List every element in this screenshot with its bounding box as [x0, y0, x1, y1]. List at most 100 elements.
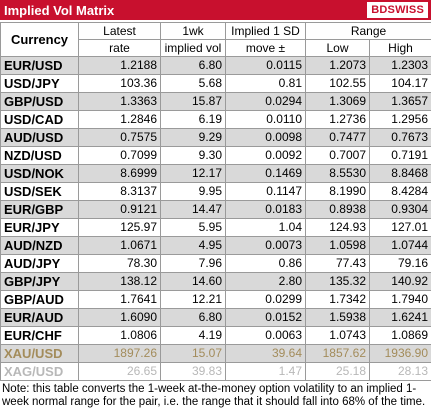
value-cell: 0.9121: [78, 200, 161, 219]
value-cell: 15.07: [160, 344, 226, 363]
table-row: EUR/USD 1.2188 6.80 0.0115 1.2073 1.2303: [0, 56, 431, 75]
value-cell: 124.93: [305, 218, 370, 237]
currency-cell: USD/JPY: [0, 74, 79, 93]
currency-cell: XAG/USD: [0, 362, 79, 381]
value-cell: 5.95: [160, 218, 226, 237]
value-cell: 26.65: [78, 362, 161, 381]
note: Note: this table converts the 1-week at-…: [2, 383, 426, 408]
currency-cell: AUD/NZD: [0, 236, 79, 255]
value-cell: 6.19: [160, 110, 226, 129]
value-cell: 1.5938: [305, 308, 370, 327]
title: Implied Vol Matrix: [4, 3, 115, 18]
table-row: GBP/USD 1.3363 15.87 0.0294 1.3069 1.3657: [0, 92, 431, 111]
value-cell: 0.0073: [225, 236, 306, 255]
value-cell: 0.81: [225, 74, 306, 93]
value-cell: 77.43: [305, 254, 370, 273]
value-cell: 0.7191: [369, 146, 431, 165]
header-cell: implied vol: [160, 39, 226, 57]
table-row: USD/JPY 103.36 5.68 0.81 102.55 104.17: [0, 74, 431, 93]
currency-cell: AUD/USD: [0, 128, 79, 147]
value-cell: 135.32: [305, 272, 370, 291]
value-cell: 1.2846: [78, 110, 161, 129]
table-row: GBP/AUD 1.7641 12.21 0.0299 1.7342 1.7940: [0, 290, 431, 309]
value-cell: 0.0063: [225, 326, 306, 345]
currency-cell: AUD/JPY: [0, 254, 79, 273]
value-cell: 103.36: [78, 74, 161, 93]
table-row: XAG/USD 26.65 39.83 1.47 25.18 28.13: [0, 362, 431, 381]
value-cell: 1.0744: [369, 236, 431, 255]
currency-cell: NZD/USD: [0, 146, 79, 165]
value-cell: 8.1990: [305, 182, 370, 201]
value-cell: 1.6090: [78, 308, 161, 327]
table-row: GBP/JPY 138.12 14.60 2.80 135.32 140.92: [0, 272, 431, 291]
value-cell: 0.0299: [225, 290, 306, 309]
header-cell: 1wk: [160, 22, 226, 40]
value-cell: 1897.26: [78, 344, 161, 363]
table-row: XAU/USD 1897.26 15.07 39.64 1857.62 1936.90: [0, 344, 431, 363]
value-cell: 0.0098: [225, 128, 306, 147]
value-cell: 1.7641: [78, 290, 161, 309]
value-cell: 1.47: [225, 362, 306, 381]
currency-cell: USD/SEK: [0, 182, 79, 201]
value-cell: 79.16: [369, 254, 431, 273]
currency-cell: EUR/GBP: [0, 200, 79, 219]
value-cell: 8.4284: [369, 182, 431, 201]
header-cell: move ±: [225, 39, 306, 57]
value-cell: 9.95: [160, 182, 226, 201]
logo: BDSWISS: [367, 2, 428, 18]
currency-cell: EUR/USD: [0, 56, 79, 75]
vol-table: Currency Latest 1wk Implied 1 SD Range r…: [0, 22, 431, 381]
table-row: EUR/JPY 125.97 5.95 1.04 124.93 127.01: [0, 218, 431, 237]
value-cell: 1.2956: [369, 110, 431, 129]
value-cell: 102.55: [305, 74, 370, 93]
value-cell: 2.80: [225, 272, 306, 291]
value-cell: 0.1147: [225, 182, 306, 201]
value-cell: 28.13: [369, 362, 431, 381]
currency-cell: USD/NOK: [0, 164, 79, 183]
value-cell: 4.19: [160, 326, 226, 345]
value-cell: 6.80: [160, 308, 226, 327]
value-cell: 9.30: [160, 146, 226, 165]
value-cell: 0.0115: [225, 56, 306, 75]
value-cell: 7.96: [160, 254, 226, 273]
table-body: EUR/USD 1.2188 6.80 0.0115 1.2073 1.2303 USD/J…: [0, 56, 431, 381]
table-row: USD/CAD 1.2846 6.19 0.0110 1.2736 1.2956: [0, 110, 431, 129]
value-cell: 0.86: [225, 254, 306, 273]
value-cell: 0.8938: [305, 200, 370, 219]
table-row: USD/NOK 8.6999 12.17 0.1469 8.5530 8.8468: [0, 164, 431, 183]
value-cell: 1.3657: [369, 92, 431, 111]
table-row: EUR/GBP 0.9121 14.47 0.0183 0.8938 0.9304: [0, 200, 431, 219]
value-cell: 12.17: [160, 164, 226, 183]
value-cell: 0.7099: [78, 146, 161, 165]
value-cell: 5.68: [160, 74, 226, 93]
value-cell: 78.30: [78, 254, 161, 273]
value-cell: 6.80: [160, 56, 226, 75]
table-row: USD/SEK 8.3137 9.95 0.1147 8.1990 8.4284: [0, 182, 431, 201]
value-cell: 1.0671: [78, 236, 161, 255]
value-cell: 4.95: [160, 236, 226, 255]
value-cell: 0.1469: [225, 164, 306, 183]
value-cell: 14.60: [160, 272, 226, 291]
value-cell: 15.87: [160, 92, 226, 111]
currency-cell: GBP/JPY: [0, 272, 79, 291]
value-cell: 0.0183: [225, 200, 306, 219]
header-cell: rate: [78, 39, 161, 57]
value-cell: 1936.90: [369, 344, 431, 363]
header-bar: Implied Vol Matrix BDSWISS: [0, 0, 431, 20]
value-cell: 1.2736: [305, 110, 370, 129]
header-cell: Currency: [0, 22, 79, 57]
value-cell: 1.04: [225, 218, 306, 237]
value-cell: 125.97: [78, 218, 161, 237]
value-cell: 104.17: [369, 74, 431, 93]
table-row: EUR/CHF 1.0806 4.19 0.0063 1.0743 1.0869: [0, 326, 431, 345]
value-cell: 39.83: [160, 362, 226, 381]
value-cell: 127.01: [369, 218, 431, 237]
value-cell: 1.0806: [78, 326, 161, 345]
value-cell: 1.7940: [369, 290, 431, 309]
table-row: EUR/AUD 1.6090 6.80 0.0152 1.5938 1.6241: [0, 308, 431, 327]
value-cell: 1.0869: [369, 326, 431, 345]
value-cell: 0.7575: [78, 128, 161, 147]
value-cell: 8.6999: [78, 164, 161, 183]
value-cell: 8.5530: [305, 164, 370, 183]
